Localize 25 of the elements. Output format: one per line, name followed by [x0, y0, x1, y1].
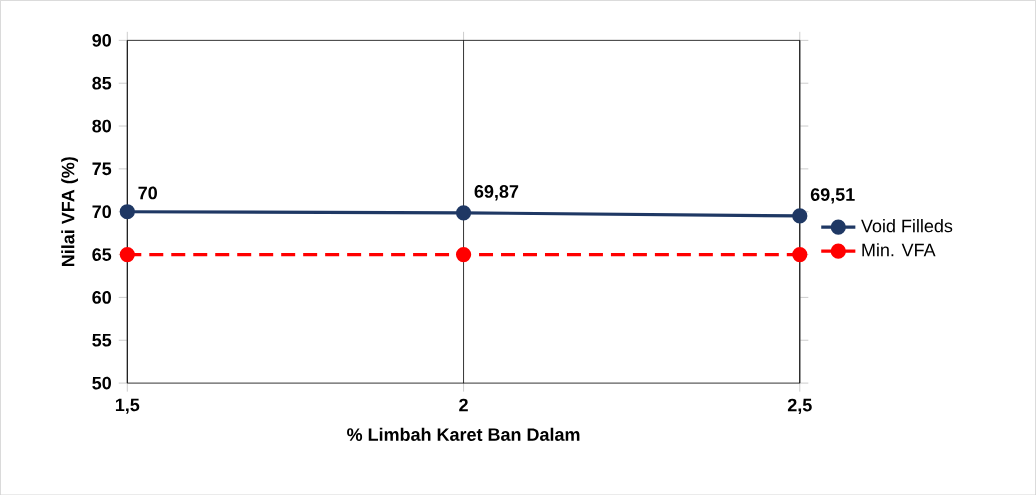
data-label: 70	[138, 186, 157, 200]
y-tick-label: 55	[92, 333, 112, 347]
y-tick-label: 85	[92, 76, 112, 90]
data-label: 69,51	[810, 187, 855, 204]
point	[119, 246, 135, 262]
x-tick-label: 2,5	[787, 398, 812, 414]
x-axis-title: % Limbah Karet Ban Dalam	[347, 427, 580, 441]
legend-label: Void Filleds	[861, 218, 953, 233]
y-tick-label: 60	[92, 290, 111, 304]
point	[119, 203, 135, 220]
x-tick-label: 2	[459, 398, 468, 412]
data-label: 69,87	[474, 184, 519, 201]
y-tick-label: 65	[92, 247, 112, 261]
point	[455, 246, 472, 262]
y-tick-label: 50	[92, 376, 111, 390]
y-axis-title: Nilai VFA (%)	[61, 156, 78, 266]
y-tick-label: 75	[92, 162, 112, 175]
y-tick-label: 80	[92, 119, 111, 133]
point	[792, 208, 808, 224]
legend-label: Min. VFA	[862, 242, 936, 256]
y-tick-label: 70	[92, 205, 111, 218]
point	[455, 205, 472, 221]
y-tick-label: 90	[92, 33, 111, 47]
point	[792, 246, 808, 262]
x-tick-label: 1,5	[115, 398, 140, 414]
